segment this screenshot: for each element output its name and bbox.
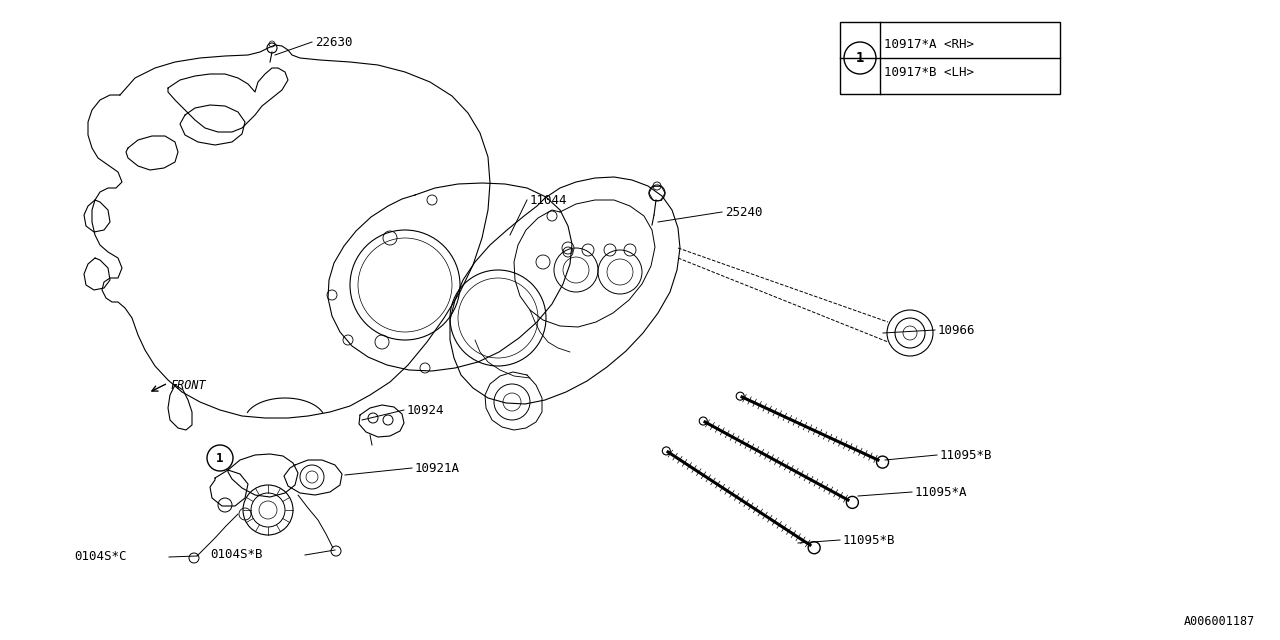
Text: 11044: 11044 bbox=[530, 193, 567, 207]
Text: 22630: 22630 bbox=[315, 35, 352, 49]
Text: 11095*A: 11095*A bbox=[915, 486, 968, 499]
Text: 0104S*B: 0104S*B bbox=[210, 548, 262, 561]
Text: 10921A: 10921A bbox=[415, 461, 460, 474]
Text: FRONT: FRONT bbox=[170, 378, 206, 392]
Text: 1: 1 bbox=[216, 451, 224, 465]
Text: 10917*A <RH>: 10917*A <RH> bbox=[884, 38, 974, 51]
Text: 11095*B: 11095*B bbox=[940, 449, 992, 461]
Text: 25240: 25240 bbox=[724, 205, 763, 218]
Text: 1: 1 bbox=[856, 51, 864, 65]
Text: A006001187: A006001187 bbox=[1184, 615, 1254, 628]
Bar bbox=[840, 22, 1060, 94]
Text: 11095*B: 11095*B bbox=[844, 534, 896, 547]
Text: 10966: 10966 bbox=[938, 323, 975, 337]
Text: 0104S*C: 0104S*C bbox=[74, 550, 127, 563]
Text: 10917*B <LH>: 10917*B <LH> bbox=[884, 65, 974, 79]
Text: 10924: 10924 bbox=[407, 403, 444, 417]
